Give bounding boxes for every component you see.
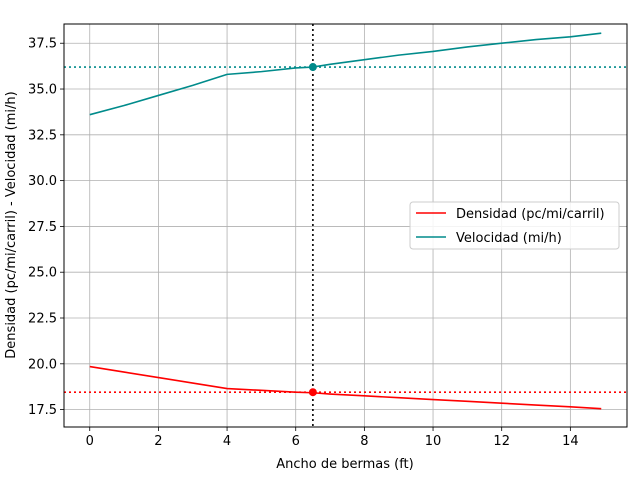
x-tick-label: 2 [154, 434, 162, 449]
reference-lines [64, 24, 627, 427]
x-tick-label: 8 [360, 434, 368, 449]
x-tick-label: 4 [223, 434, 231, 449]
y-tick-label: 32.5 [28, 128, 57, 143]
y-tick-label: 25.0 [28, 266, 57, 281]
series-line-densidad [89, 365, 602, 410]
x-tick-label: 14 [562, 434, 579, 449]
y-tick-label: 20.0 [28, 357, 57, 372]
legend: Densidad (pc/mi/carril) Velocidad (mi/h) [409, 201, 620, 250]
plot-frame [63, 23, 628, 428]
y-tick-label: 22.5 [28, 312, 57, 327]
x-axis-label: Ancho de bermas (ft) [276, 457, 413, 472]
x-tick-label: 12 [493, 434, 510, 449]
y-tick-label: 17.5 [28, 403, 57, 418]
y-tick-label: 37.5 [28, 37, 57, 52]
x-tick-label: 0 [86, 434, 94, 449]
series-line-velocidad [89, 32, 602, 116]
series-lines [89, 32, 602, 410]
data-point-marker [308, 388, 317, 397]
markers [308, 63, 317, 397]
x-tick-label: 10 [425, 434, 442, 449]
y-tick-label: 30.0 [28, 174, 57, 189]
x-tick-label: 6 [292, 434, 300, 449]
y-tick-label: 35.0 [28, 83, 57, 98]
y-tick-label: 27.5 [28, 220, 57, 235]
ticks: 0 2 4 6 8 10 12 14 17.5 20.0 22.5 25.0 27.5 30.0 32.5 3… [28, 37, 579, 449]
grid [64, 24, 627, 427]
legend-label-velocidad: Velocidad (mi/h) [456, 231, 562, 246]
data-point-marker [308, 63, 317, 72]
legend-label-densidad: Densidad (pc/mi/carril) [456, 207, 605, 222]
legend-box [409, 201, 620, 250]
y-axis-label: Densidad (pc/mi/carril) - Velocidad (mi/… [4, 91, 19, 358]
